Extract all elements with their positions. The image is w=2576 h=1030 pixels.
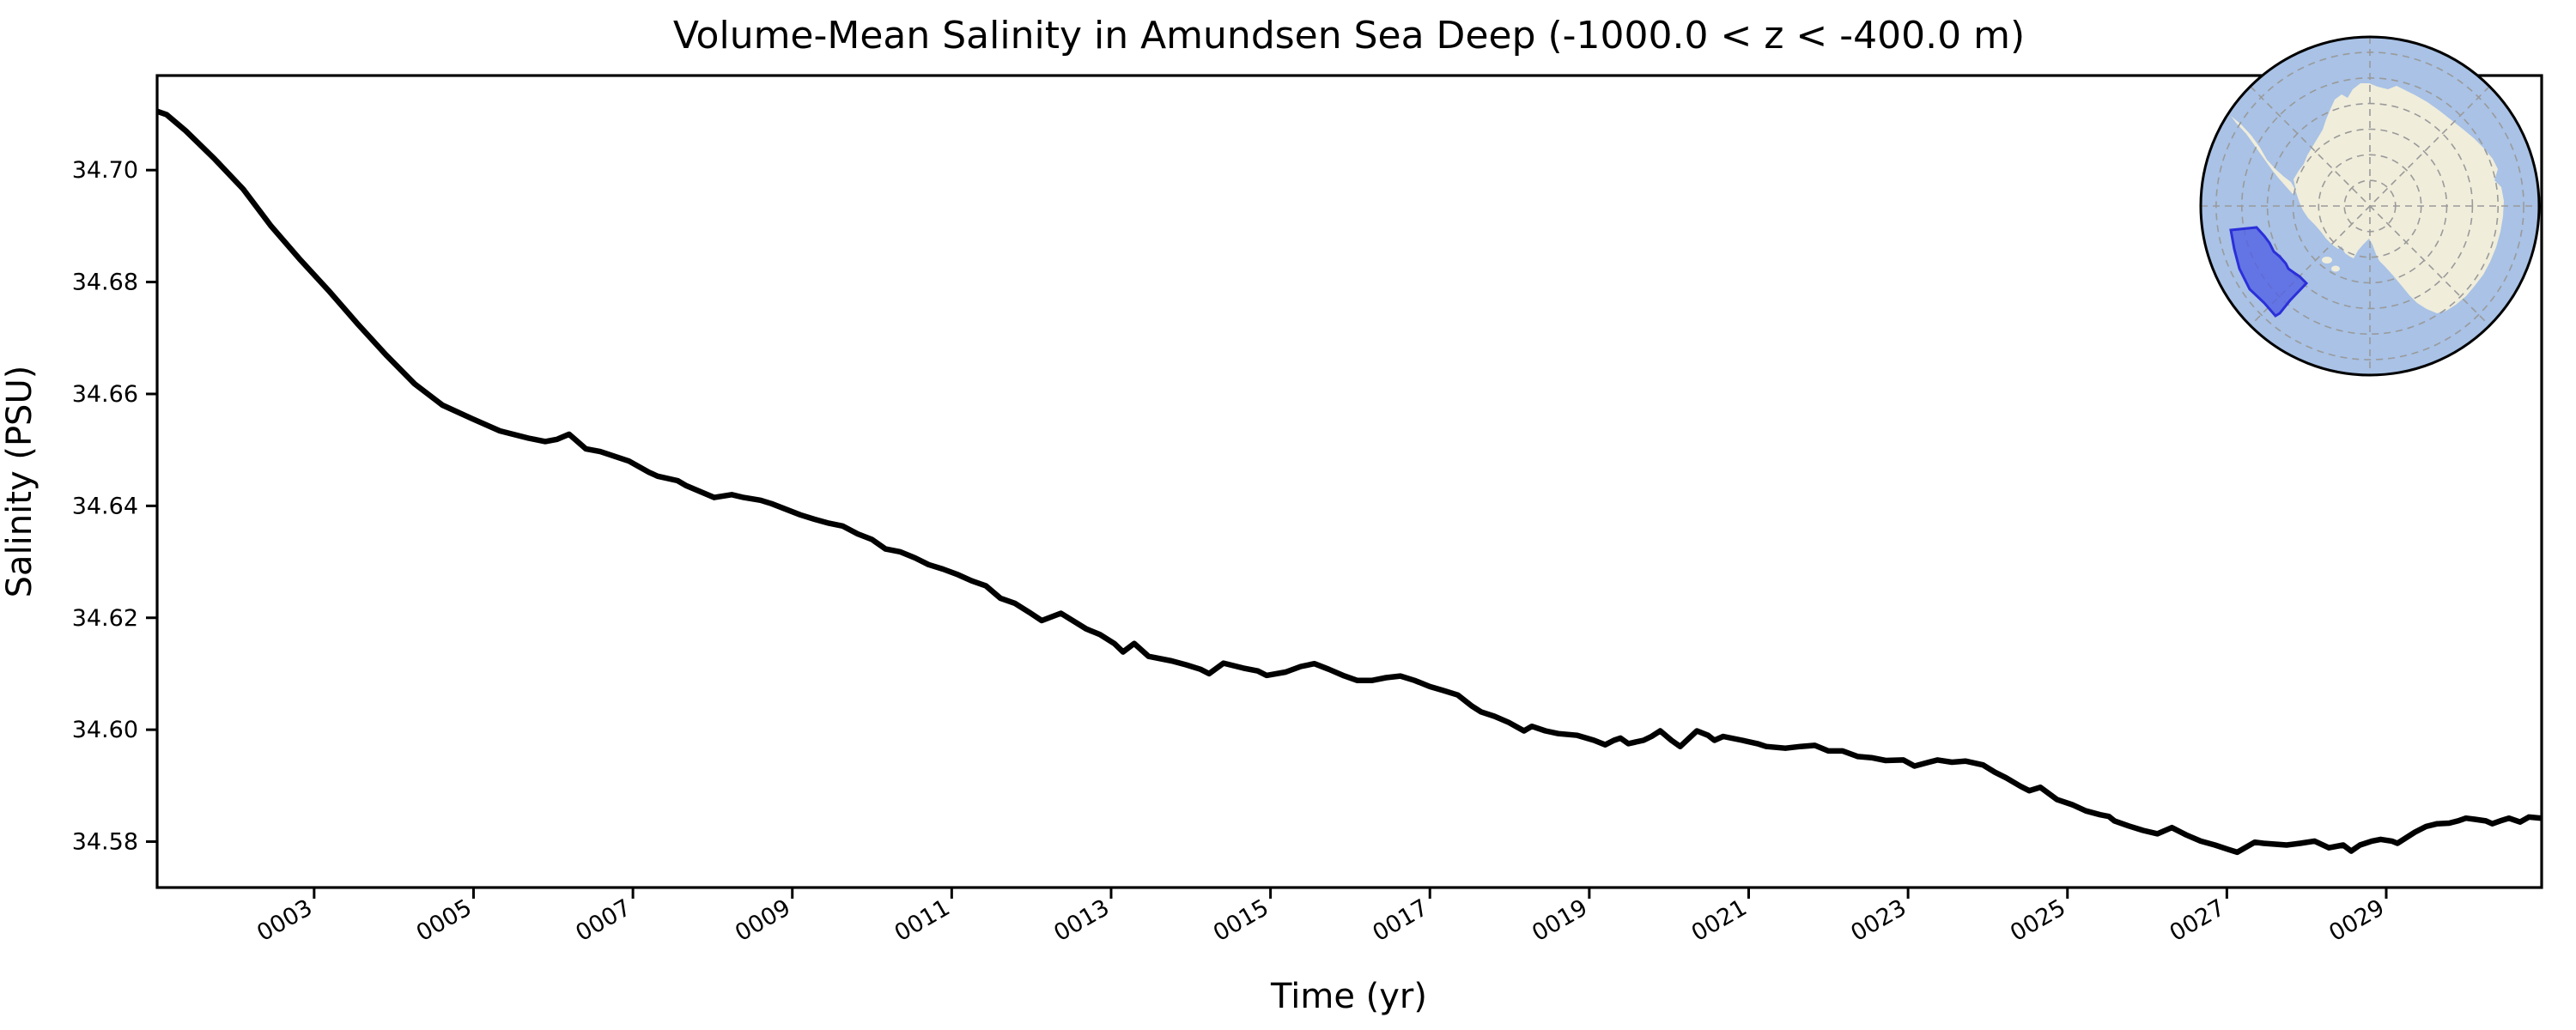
chart-title: Volume-Mean Salinity in Amundsen Sea Dee…: [673, 14, 2025, 58]
y-axis-label: Salinity (PSU): [0, 366, 39, 598]
y-axis-tick-labels: 34.58 34.60 34.62 34.64 34.66 34.68 34.70: [72, 157, 138, 855]
coastal-island: [2331, 265, 2340, 272]
y-tick-label: 34.64: [72, 493, 138, 519]
y-tick-label: 34.62: [72, 605, 138, 632]
map-border-circle: [2199, 35, 2541, 377]
coastal-island: [2310, 149, 2322, 165]
x-axis-label: Time (yr): [1270, 977, 1427, 1016]
salinity-line-series: [157, 108, 2542, 856]
y-tick-label: 34.58: [72, 829, 138, 856]
y-tick-label: 34.60: [72, 717, 138, 743]
salinity-line: [157, 108, 2542, 856]
x-axis-ticks: [313, 888, 2388, 899]
amundsen-sea-region-highlight: [2229, 226, 2309, 318]
y-tick-label: 34.70: [72, 157, 138, 184]
coastal-island: [2322, 257, 2332, 264]
axes-frame: [155, 74, 2543, 889]
y-tick-label: 34.68: [72, 270, 138, 296]
y-tick-label: 34.66: [72, 381, 138, 408]
y-axis-ticks: [146, 168, 157, 844]
antarctica-inset-map: [2199, 35, 2541, 377]
